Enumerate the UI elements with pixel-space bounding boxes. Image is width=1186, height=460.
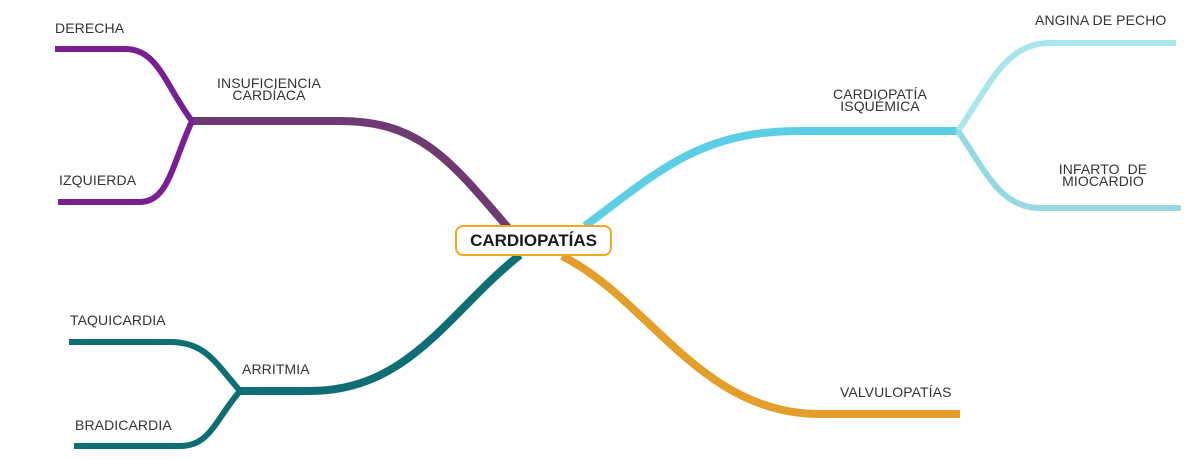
topic-valvulopatias-label[interactable]: VALVULOPATÍAS — [840, 384, 952, 400]
branch-taquicardia[interactable] — [69, 339, 243, 393]
branch-cardiopatia-isquemica[interactable] — [582, 127, 960, 230]
topic-derecha-label[interactable]: DERECHA — [55, 20, 125, 36]
branch-arritmia[interactable] — [238, 251, 523, 395]
topic-izquierda-label[interactable]: IZQUIERDA — [59, 172, 137, 188]
topic-angina-de-pecho-label[interactable]: ANGINA DE PECHO — [1035, 12, 1167, 28]
branch-izquierda[interactable] — [58, 119, 195, 205]
topic-cardiopatia-isquemica-label[interactable]: CARDIOPATÍA ISQUÉMICA — [833, 86, 927, 114]
topic-insuficiencia-cardiaca-label[interactable]: INSUFICIENCIA CARDÍACA — [217, 75, 321, 103]
topic-arritmia-label[interactable]: ARRITMIA — [242, 361, 310, 377]
topic-bradicardia-label[interactable]: BRADICARDIA — [75, 417, 172, 433]
branch-valvulopatias[interactable] — [560, 252, 960, 418]
branch-bradicardia[interactable] — [74, 389, 243, 449]
central-topic-cardiopatias[interactable]: CARDIOPATÍAS — [455, 225, 612, 256]
branch-angina-de-pecho[interactable] — [955, 40, 1176, 133]
topic-infarto-de-miocardio-label[interactable]: INFARTO DE MIOCARDIO — [1058, 161, 1148, 189]
topic-taquicardia-label[interactable]: TAQUICARDIA — [70, 312, 166, 328]
branch-insuficiencia-cardiaca[interactable] — [190, 117, 514, 233]
branch-infarto-de-miocardio[interactable] — [955, 129, 1181, 211]
branch-derecha[interactable] — [55, 46, 195, 123]
